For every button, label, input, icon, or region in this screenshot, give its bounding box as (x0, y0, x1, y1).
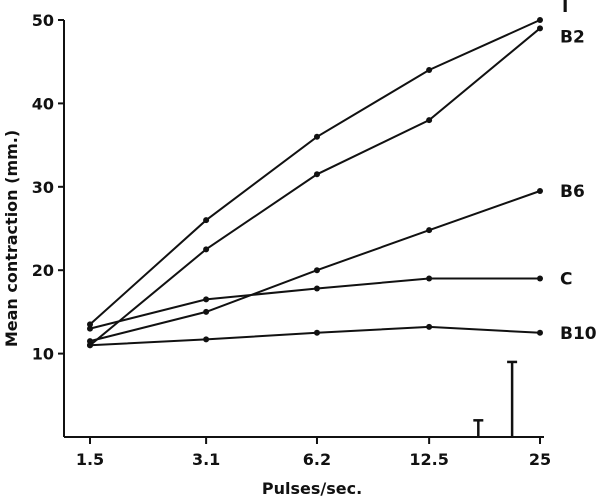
y-tick-label: 30 (32, 178, 54, 197)
data-point-b10 (313, 329, 320, 336)
series-label-b10: B10 (560, 324, 597, 344)
y-tick-label: 40 (32, 94, 54, 113)
data-point-i (426, 67, 433, 74)
x-axis-title: Pulses/sec. (262, 479, 362, 498)
data-point-b2 (426, 117, 433, 124)
data-point-c (313, 285, 320, 292)
chart-axes: 10 20 30 40 50 1.5 3.1 6.2 12.5 25 (32, 11, 551, 469)
data-point-b6 (87, 338, 93, 345)
series-label-i: I (562, 0, 568, 17)
series-line-b10 (89, 325, 541, 347)
data-point-b6 (203, 308, 210, 315)
series-line-b6 (89, 190, 541, 343)
series-label-b6: B6 (560, 182, 585, 202)
error-bars (473, 360, 518, 437)
series-label-c: C (560, 270, 572, 290)
data-point-c (426, 275, 433, 282)
y-tick-label: 20 (32, 261, 54, 280)
series-label-b2: B2 (560, 27, 585, 47)
series-line-b2 (89, 27, 541, 347)
data-point-b6 (313, 267, 320, 274)
series-lines (89, 19, 541, 347)
x-tick-label: 1.5 (76, 450, 104, 469)
data-point-i (87, 321, 93, 328)
data-point-b2 (537, 25, 543, 32)
data-point-b10 (537, 329, 543, 336)
data-point-c (87, 325, 93, 332)
data-point-i (203, 217, 210, 224)
data-point-b6 (537, 187, 543, 194)
data-point-i (313, 133, 320, 140)
x-tick-label: 6.2 (303, 450, 331, 469)
data-point-b10 (203, 336, 210, 343)
x-tick-label: 25 (529, 450, 551, 469)
data-point-b10 (426, 323, 433, 330)
data-point-b10 (87, 342, 93, 349)
data-point-c (537, 275, 543, 282)
series-labels: I B2 B6 C B10 (560, 0, 597, 344)
data-point-c (203, 296, 210, 303)
x-tick-label: 3.1 (192, 450, 220, 469)
x-tick-label: 12.5 (409, 450, 448, 469)
y-axis-title: Mean contraction (mm.) (2, 130, 21, 347)
data-point-b2 (203, 246, 210, 253)
data-point-i (537, 17, 543, 23)
series-points (87, 17, 543, 349)
series-line-c (89, 277, 540, 330)
y-tick-label: 50 (32, 11, 54, 30)
y-tick-label: 10 (32, 345, 54, 364)
data-point-b6 (426, 227, 433, 234)
data-point-b2 (313, 171, 320, 178)
